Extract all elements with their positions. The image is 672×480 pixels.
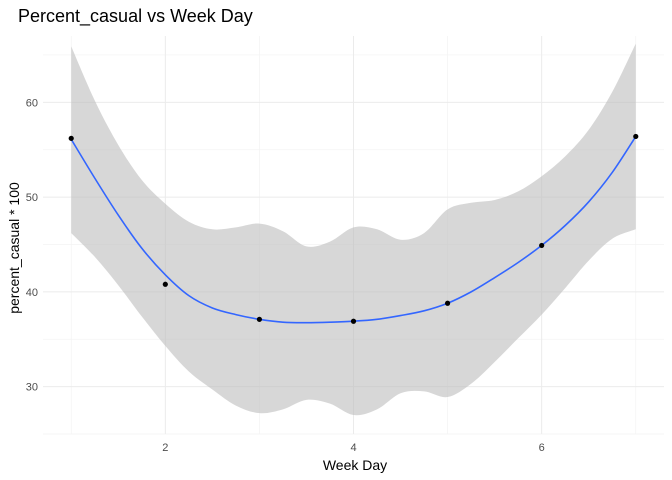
- data-point: [350, 318, 357, 324]
- confidence-band-layer: [71, 43, 636, 416]
- y-tick-label: 30: [26, 382, 38, 394]
- x-axis-title: Week Day: [323, 457, 387, 473]
- x-axis-ticks: 2 4 6: [162, 442, 544, 454]
- data-point: [162, 281, 168, 287]
- data-points-layer: [68, 133, 639, 324]
- y-axis-title: percent_casual * 100: [6, 182, 22, 314]
- confidence-band: [71, 43, 636, 416]
- data-point: [444, 300, 451, 306]
- chart-title: Percent_casual vs Week Day: [18, 6, 253, 27]
- y-tick-label: 50: [26, 192, 38, 204]
- y-tick-label: 40: [26, 287, 38, 299]
- data-point: [539, 242, 545, 249]
- data-point: [256, 316, 263, 322]
- data-point: [633, 133, 639, 140]
- data-point: [68, 135, 74, 141]
- x-tick-label: 2: [162, 442, 168, 454]
- x-tick-label: 4: [350, 442, 356, 454]
- y-axis-ticks: 30 40 50 60: [26, 97, 38, 393]
- y-tick-label: 60: [26, 97, 38, 109]
- x-tick-label: 6: [539, 442, 545, 454]
